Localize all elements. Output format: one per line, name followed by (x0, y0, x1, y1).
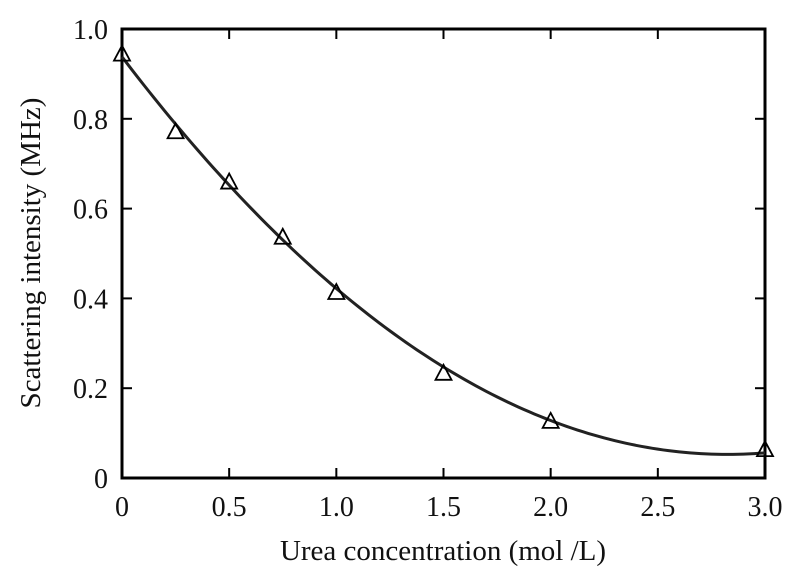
data-point (755, 439, 775, 458)
x-tick-label: 2.0 (533, 492, 568, 523)
y-tick-label: 0.2 (73, 374, 108, 405)
data-point (434, 362, 453, 381)
x-axis-ticks (121, 29, 766, 478)
x-tick-label: 0.5 (212, 492, 247, 523)
y-axis-tick-labels: 0 0.2 0.4 0.6 0.8 1.0 (73, 15, 108, 495)
plot-frame (120, 27, 767, 480)
y-axis-ticks (122, 28, 765, 479)
x-tick-label: 0 (115, 492, 129, 523)
x-tick-label: 2.5 (640, 492, 675, 523)
y-tick-label: 0.4 (73, 284, 108, 315)
data-point (219, 171, 239, 190)
y-tick-label: 1.0 (73, 15, 108, 46)
x-tick-label: 1.0 (319, 492, 354, 523)
y-axis-title: Scattering intensity (MHz) (15, 98, 47, 409)
data-markers (112, 43, 775, 458)
data-point (112, 43, 132, 62)
fit-curve (120, 55, 766, 456)
data-point (166, 121, 186, 140)
y-tick-label: 0 (94, 464, 108, 495)
y-tick-label: 0.8 (73, 105, 108, 136)
x-axis-title: Urea concentration (mol /L) (280, 535, 606, 567)
data-point (273, 226, 293, 245)
data-point (541, 410, 561, 429)
x-axis-tick-labels: 0 0.5 1.0 1.5 2.0 2.5 3.0 (115, 492, 783, 523)
x-tick-label: 1.5 (426, 492, 461, 523)
y-tick-label: 0.6 (73, 195, 108, 226)
x-tick-label: 3.0 (748, 492, 783, 523)
data-point (326, 282, 346, 300)
